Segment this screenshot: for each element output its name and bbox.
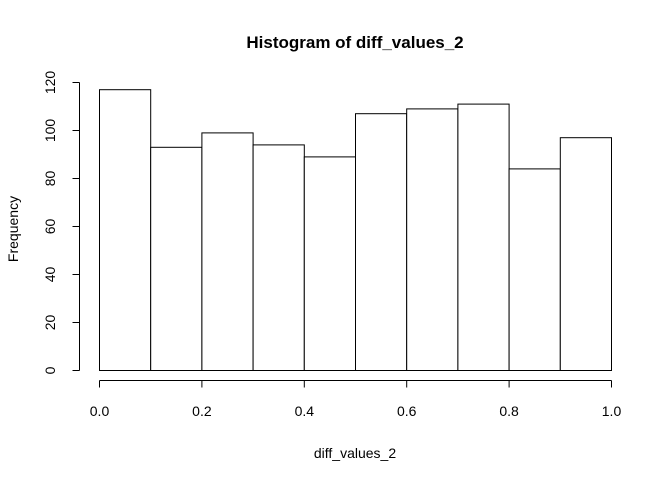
chart-title: Histogram of diff_values_2	[246, 33, 463, 52]
y-tick-label: 40	[42, 267, 58, 283]
y-tick-label: 80	[42, 171, 58, 187]
histogram-bar-6	[355, 113, 408, 371]
x-axis: 0.0 0.2 0.4 0.6 0.8 1.0	[90, 380, 622, 419]
x-tick-label: 0.4	[295, 403, 315, 419]
y-tick-label: 120	[42, 71, 58, 95]
histogram-bar-3	[201, 132, 254, 371]
x-tick-label: 1.0	[602, 403, 622, 419]
histogram-bar-7	[406, 108, 459, 372]
histogram-bars	[99, 89, 612, 372]
y-tick-label: 60	[42, 219, 58, 235]
x-tick-label: 0.8	[499, 403, 519, 419]
y-tick-label: 0	[42, 366, 58, 374]
x-tick-label: 0.2	[192, 403, 212, 419]
y-tick-label: 20	[42, 315, 58, 331]
histogram-bar-9	[508, 168, 561, 371]
x-tick-label: 0.6	[397, 403, 417, 419]
histogram-bar-5	[303, 156, 356, 371]
y-tick-label: 100	[42, 119, 58, 143]
y-axis-label: Frequency	[5, 196, 21, 262]
histogram-bar-8	[457, 103, 510, 371]
x-tick-label: 0.0	[90, 403, 110, 419]
histogram-bar-1	[99, 89, 152, 371]
histogram-bar-4	[252, 144, 305, 371]
histogram-bar-10	[559, 137, 612, 371]
histogram-bar-2	[150, 146, 203, 371]
x-axis-label: diff_values_2	[314, 445, 396, 461]
y-axis: 0 20 40 60 80 100 120	[42, 71, 80, 374]
